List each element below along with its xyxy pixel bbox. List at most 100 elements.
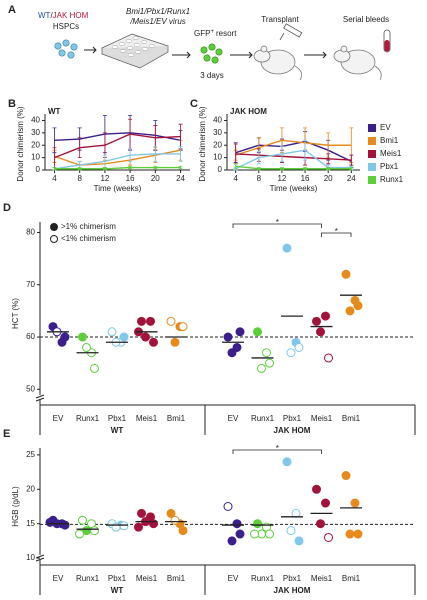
data-point [227,348,237,358]
category-label: Bmi1 [342,574,361,583]
data-point [223,332,233,342]
data-point [178,322,188,332]
data-point [294,342,304,352]
data-point [90,363,99,373]
data-point [257,363,266,373]
data-point [265,529,274,539]
y-tick-label: 20 [213,140,222,149]
category-label: EV [228,574,239,583]
group-label: WT [111,586,124,595]
panel-label: B [8,98,16,110]
data-point [250,529,259,539]
source-part: WT [38,11,51,20]
y-tick-label: 60 [26,332,35,341]
y-axis-label: Donor chimerism (%) [16,106,25,181]
data-point [166,508,176,518]
data-point [141,332,150,342]
series-line [54,133,181,159]
x-tick-label: 20 [324,174,333,183]
significance-label: * [276,444,279,453]
data-point [170,337,180,347]
legend-swatch [368,124,376,132]
subtitle: JAK HOM [230,107,267,116]
sort-time: 3 days [200,71,224,80]
y-tick-label: 20 [31,140,40,149]
y-tick-label: 10 [26,553,35,562]
legend-swatch [368,163,376,171]
data-point [282,243,292,253]
category-label: Runx1 [251,574,275,583]
data-point [321,311,330,321]
axis-break [35,554,45,562]
data-point [345,306,355,316]
sort-part: resort [216,29,237,38]
data-point [137,316,146,326]
y-axis-label: HGB (g/dL) [11,486,20,527]
data-point [119,332,129,342]
x-tick-label: 4 [52,174,57,183]
series-line [235,140,352,162]
cells-label: HSPCs [53,22,79,31]
sort-part: GFP [194,29,210,38]
x-axis-label: Time (weeks) [270,184,318,193]
series-line [235,139,352,156]
data-point [253,519,262,529]
category-label: Bmi1 [167,414,186,423]
y-axis-label: Donor chimerism (%) [198,106,207,181]
data-point [286,348,296,358]
category-label: EV [53,574,64,583]
significance-bracket [232,449,322,454]
category-label: Meis1 [311,414,333,423]
group-label: WT [111,426,124,435]
data-point [253,327,262,337]
source-part: / [50,11,53,20]
arrow [230,51,253,59]
data-point [78,332,87,342]
legend-swatch [368,137,376,145]
y-tick-label: 25 [26,450,35,459]
panel-label: E [3,428,10,440]
y-tick-label: 10 [31,153,40,162]
significance-label: * [276,218,279,227]
data-point [178,526,188,536]
data-point [265,358,274,368]
virus-line: Bmi1/Pbx1/Runx1 [126,7,190,16]
data-point [324,532,333,542]
data-point [345,529,355,539]
category-label: Runx1 [251,414,275,423]
x-axis-label: Time (weeks) [94,184,142,193]
arrow [172,51,191,59]
legend-label: >1% chimerism [61,222,116,231]
series-line [235,153,352,161]
data-point [353,529,363,539]
y-tick-label: 0 [218,165,223,174]
x-tick-label: 16 [301,174,310,183]
data-point [262,348,271,358]
series-line [235,149,352,170]
y-tick-label: 40 [213,116,222,125]
transplant-label: Transplant [261,15,299,24]
data-point [316,519,325,529]
data-point [227,536,237,546]
data-point [149,519,158,529]
syringe [279,23,303,41]
series-line [54,166,181,170]
virus-line: /Meis1/EV virus [129,17,186,26]
legend-label: <1% chimerism [61,234,116,243]
y-tick-label: 80 [26,228,35,237]
data-point [60,332,70,342]
data-point [312,484,321,494]
data-point [78,515,87,525]
data-point [119,521,129,531]
data-point [232,519,242,529]
x-tick-label: 12 [277,174,286,183]
source-label: WT/JAK HOM [38,11,89,20]
series-line [54,153,181,170]
x-tick-label: 16 [126,174,135,183]
data-point [324,353,333,363]
data-point [350,498,360,508]
data-point [149,337,158,347]
bleeds-label: Serial bleeds [343,15,389,24]
